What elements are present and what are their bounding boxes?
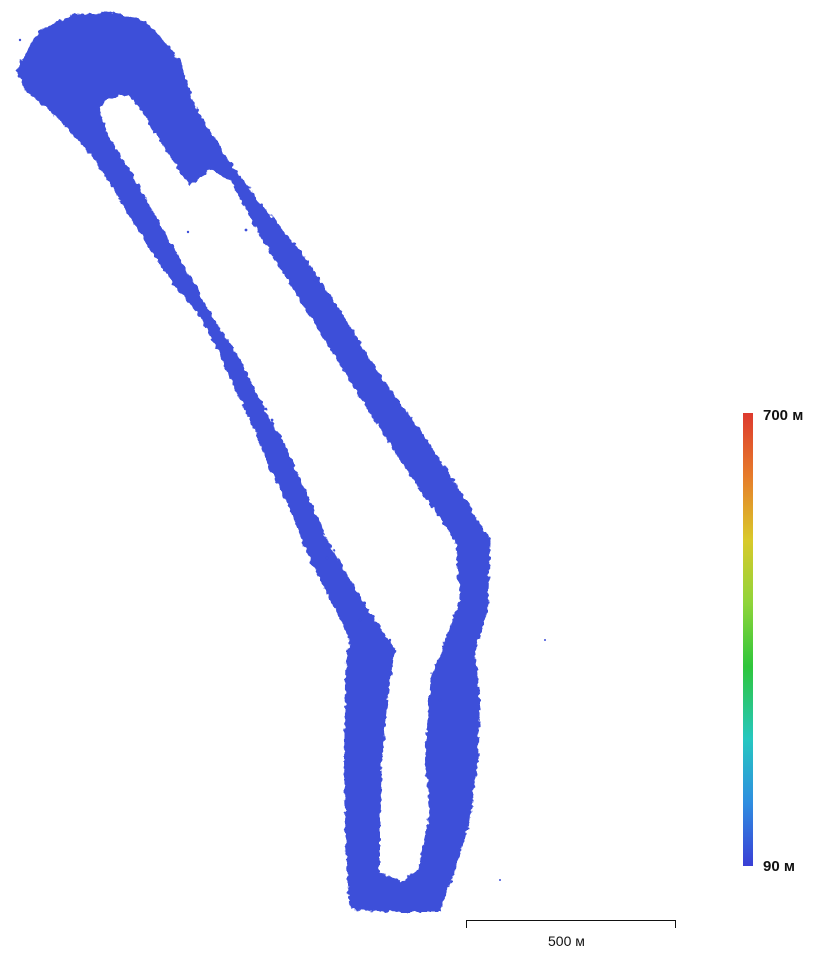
elevation-legend-gradient (743, 413, 753, 866)
legend-max-label: 700 м (763, 407, 804, 424)
scatter-points (18, 38, 546, 904)
scale-bar (466, 920, 676, 928)
scale-label: 500 м (548, 933, 585, 949)
elevation-point-cloud (16, 12, 490, 912)
legend-min-label: 90 м (763, 858, 795, 875)
